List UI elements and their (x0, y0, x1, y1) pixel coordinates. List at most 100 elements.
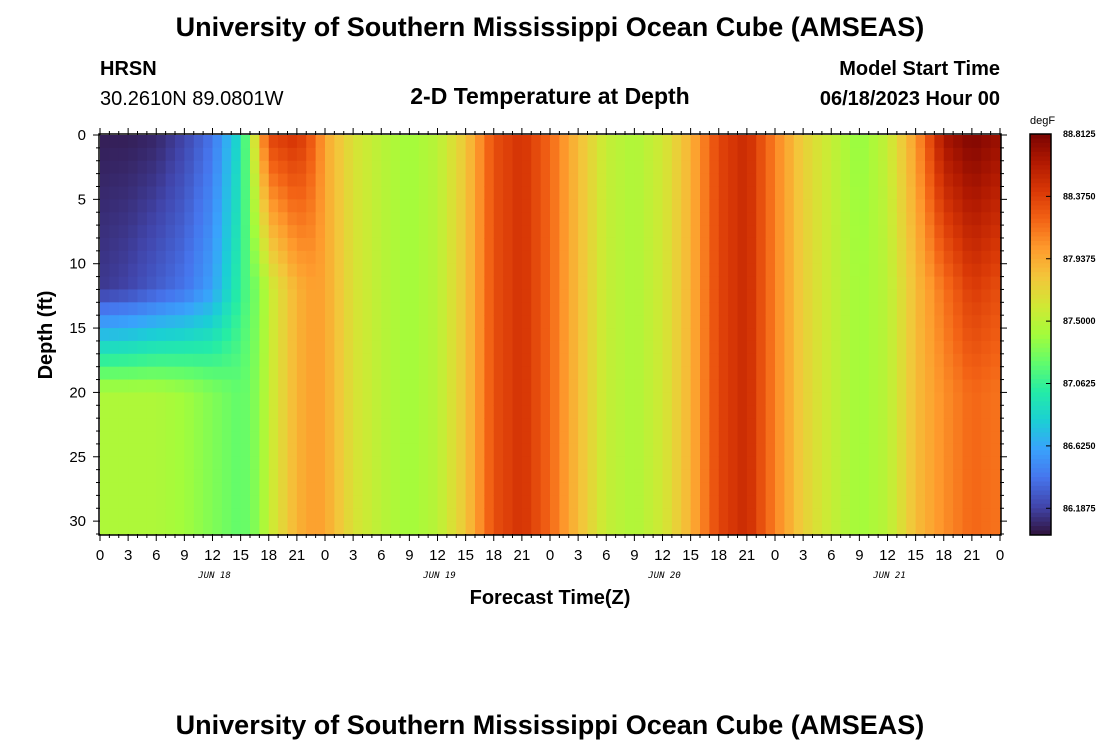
heatmap-cell (531, 160, 542, 175)
heatmap-cell (953, 482, 964, 496)
heatmap-cell (296, 482, 307, 496)
heatmap-cell (793, 276, 804, 291)
heatmap-cell (709, 212, 720, 226)
heatmap-cell (643, 250, 654, 265)
heatmap-cell (343, 418, 354, 432)
heatmap-cell (212, 276, 223, 291)
heatmap-cell (634, 289, 645, 303)
heatmap-cell (259, 379, 270, 394)
heatmap-cell (746, 263, 757, 278)
heatmap-cell (212, 186, 223, 200)
heatmap-cell (925, 495, 935, 509)
heatmap-cell (409, 443, 420, 458)
heatmap-cell (400, 147, 410, 162)
heatmap-cell (775, 328, 785, 342)
heatmap-cell (765, 263, 776, 278)
heatmap-cell (943, 521, 954, 535)
heatmap-cell (643, 147, 654, 162)
heatmap-cell (718, 495, 729, 509)
heatmap-cell (821, 405, 832, 419)
heatmap-cell (306, 456, 317, 471)
heatmap-cell (634, 212, 645, 226)
heatmap-cell (278, 328, 289, 342)
heatmap-cell (559, 237, 570, 252)
heatmap-cell (803, 379, 814, 394)
heatmap-cell (418, 160, 429, 175)
heatmap-cell (512, 469, 523, 484)
heatmap-cell (465, 186, 476, 200)
heatmap-cell (268, 289, 279, 303)
heatmap-cell (240, 160, 251, 175)
heatmap-cell (109, 212, 120, 226)
heatmap-cell (475, 443, 485, 458)
heatmap-cell (503, 418, 514, 432)
heatmap-cell (831, 289, 842, 303)
heatmap-cell (718, 431, 729, 445)
heatmap-cell (981, 135, 992, 149)
heatmap-cell (456, 315, 467, 329)
heatmap-cell (859, 521, 870, 535)
heatmap-cell (831, 353, 842, 368)
heatmap-cell (353, 160, 364, 175)
heatmap-cell (343, 302, 354, 316)
heatmap-cell (925, 353, 935, 368)
heatmap-cell (709, 302, 720, 316)
heatmap-cell (456, 456, 467, 471)
heatmap-cell (587, 173, 598, 188)
heatmap-cell (606, 212, 617, 226)
heatmap-cell (737, 431, 748, 445)
heatmap-cell (840, 135, 851, 149)
heatmap-cell (559, 315, 570, 329)
heatmap-cell (887, 250, 898, 265)
heatmap-cell (718, 521, 729, 535)
heatmap-cell (728, 405, 739, 419)
heatmap-cell (231, 379, 242, 394)
heatmap-cell (531, 289, 542, 303)
heatmap-cell (878, 173, 889, 188)
heatmap-cell (231, 289, 242, 303)
heatmap-cell (943, 186, 954, 200)
heatmap-cell (306, 340, 317, 355)
colorbar-segment (1030, 205, 1051, 211)
heatmap-cell (362, 237, 373, 252)
colorbar-tick-label: 86.1875 (1063, 503, 1096, 513)
heatmap-cell (390, 482, 401, 496)
heatmap-cell (221, 482, 232, 496)
colorbar-segment (1030, 383, 1051, 389)
heatmap-cell (653, 456, 664, 471)
heatmap-cell (156, 482, 167, 496)
heatmap-cell (606, 405, 617, 419)
heatmap-cell (878, 199, 889, 213)
heatmap-cell (559, 276, 570, 291)
heatmap-cell (634, 353, 645, 368)
heatmap-cell (296, 495, 307, 509)
heatmap-cell (465, 263, 476, 278)
heatmap-cell (437, 212, 448, 226)
heatmap-cell (615, 366, 626, 381)
heatmap-cell (334, 315, 345, 329)
heatmap-cell (831, 521, 842, 535)
heatmap-cell (362, 160, 373, 175)
heatmap-cell (915, 237, 926, 252)
heatmap-cell (662, 482, 673, 496)
heatmap-cell (437, 276, 448, 291)
heatmap-cell (550, 340, 560, 355)
heatmap-cell (906, 469, 917, 484)
heatmap-cell (278, 418, 289, 432)
heatmap-cell (596, 482, 607, 496)
heatmap-cell (850, 199, 860, 213)
heatmap-cell (587, 353, 598, 368)
heatmap-cell (775, 431, 785, 445)
heatmap-cell (400, 212, 410, 226)
heatmap-cell (756, 160, 767, 175)
heatmap-cell (446, 212, 457, 226)
heatmap-cell (278, 353, 289, 368)
heatmap-cell (925, 199, 935, 213)
heatmap-cell (325, 147, 335, 162)
heatmap-cell (315, 418, 326, 432)
heatmap-cell (418, 173, 429, 188)
heatmap-cell (409, 392, 420, 406)
heatmap-cell (503, 186, 514, 200)
heatmap-cell (653, 237, 664, 252)
heatmap-cell (231, 186, 242, 200)
